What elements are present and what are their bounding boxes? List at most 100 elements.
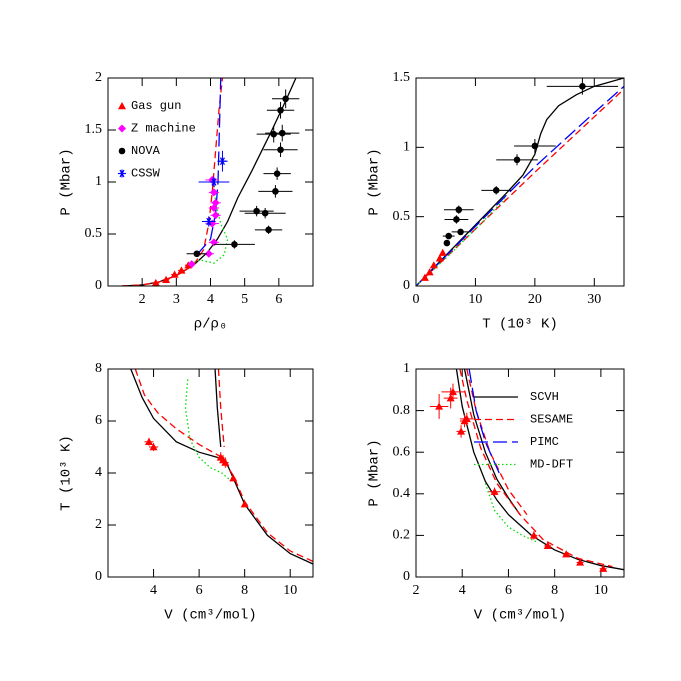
line <box>214 369 222 448</box>
y-tick-label: 2 <box>95 70 102 85</box>
line <box>134 369 313 562</box>
line <box>466 369 528 515</box>
point <box>513 156 521 164</box>
legend-label: SESAME <box>530 413 573 427</box>
point <box>420 273 429 281</box>
point <box>229 474 238 482</box>
point <box>209 188 218 197</box>
y-tick-label: 1.5 <box>393 70 411 85</box>
point <box>270 130 278 138</box>
legend-label: PIMC <box>530 435 559 449</box>
legend-label: CSSW <box>131 167 161 181</box>
y-tick-label: 1 <box>403 140 410 155</box>
plot-frame <box>415 368 625 578</box>
x-tick-label: 0 <box>413 292 420 307</box>
x-tick-label: 10 <box>283 583 297 598</box>
y-axis-label: P (Mbar) <box>367 148 383 215</box>
plot-frame <box>415 77 625 287</box>
x-tick-label: 10 <box>468 292 482 307</box>
x-tick-label: 4 <box>150 583 157 598</box>
y-tick-label: 0 <box>403 278 410 293</box>
y-axis-label: P (Mbar) <box>367 439 383 506</box>
point <box>462 414 471 423</box>
point <box>170 270 179 278</box>
legend-marker <box>118 102 126 110</box>
point <box>445 232 452 240</box>
x-tick-label: 3 <box>173 292 180 307</box>
y-tick-label: 0.8 <box>393 403 411 418</box>
y-tick-label: 0.6 <box>393 444 411 459</box>
line <box>463 369 521 515</box>
point <box>204 217 213 226</box>
y-tick-label: 0.5 <box>393 209 411 224</box>
y-tick-label: 1 <box>95 174 102 189</box>
point <box>455 206 463 214</box>
y-axis-label: P (Mbar) <box>59 148 75 215</box>
point <box>277 146 284 154</box>
point <box>273 170 281 177</box>
x-tick-label: 30 <box>587 292 601 307</box>
point <box>457 228 464 236</box>
point <box>576 558 585 566</box>
point <box>490 487 499 495</box>
line <box>459 369 613 568</box>
panel: 0 10 20 30 0 0.5 1 1.5 T (10³ K) P (Mbar) <box>367 70 625 333</box>
point <box>221 458 230 466</box>
line <box>416 78 624 286</box>
y-tick-label: 1.5 <box>85 122 103 137</box>
y-tick-label: 6 <box>95 413 102 428</box>
point <box>209 178 218 186</box>
point <box>193 250 201 258</box>
plot-area <box>416 78 624 286</box>
point <box>151 278 160 286</box>
plot-frame <box>107 77 314 287</box>
x-tick-label: 6 <box>505 583 512 598</box>
y-tick-label: 0 <box>95 278 102 293</box>
point <box>562 550 571 558</box>
point <box>443 239 451 247</box>
x-tick-label: 6 <box>275 292 282 307</box>
point <box>453 216 460 223</box>
line <box>468 369 500 474</box>
x-axis-label: V (cm³/mol) <box>164 608 256 624</box>
x-tick-label: 5 <box>241 292 248 307</box>
y-tick-label: 0.2 <box>393 528 411 543</box>
panel: 2 4 6 8 10 0 0.2 0.4 0.6 0.8 1 V (cm³/mol) P (Mbar) S… <box>367 361 625 624</box>
panel: 4 6 8 10 0 2 4 6 8 V (cm³/mol) T (10³ K) <box>59 361 314 624</box>
point <box>457 427 466 435</box>
x-tick-label: 2 <box>413 583 420 598</box>
x-axis-label: V (cm³/mol) <box>474 608 566 624</box>
point <box>149 443 158 451</box>
line <box>121 78 224 286</box>
line <box>217 369 225 448</box>
x-tick-label: 2 <box>139 292 146 307</box>
point <box>240 500 249 508</box>
point <box>272 188 279 195</box>
y-tick-label: 1 <box>403 361 410 376</box>
point <box>429 261 438 269</box>
legend-label: Gas gun <box>131 99 181 113</box>
legend-marker <box>118 169 126 178</box>
point <box>211 211 220 220</box>
legend-label: NOVA <box>131 144 161 158</box>
point <box>261 209 269 217</box>
y-tick-label: 0 <box>95 569 102 584</box>
y-tick-label: 4 <box>95 465 102 480</box>
x-tick-label: 6 <box>196 583 203 598</box>
point <box>278 129 286 137</box>
point <box>435 402 444 410</box>
point <box>492 187 500 194</box>
panel: 2 3 4 5 6 0 0.5 1 1.5 2 ρ/ρ₀ P (Mbar) Gas gun Z machi… <box>59 70 314 333</box>
line <box>184 379 232 482</box>
point <box>265 226 272 234</box>
point <box>187 260 196 269</box>
legend-label: SCVH <box>530 390 559 404</box>
x-axis-label: ρ/ρ₀ <box>194 317 228 333</box>
point <box>282 95 289 103</box>
point <box>231 241 238 248</box>
plot-area <box>429 369 624 572</box>
legend-marker <box>118 147 126 155</box>
legend-label: Z machine <box>131 122 196 136</box>
